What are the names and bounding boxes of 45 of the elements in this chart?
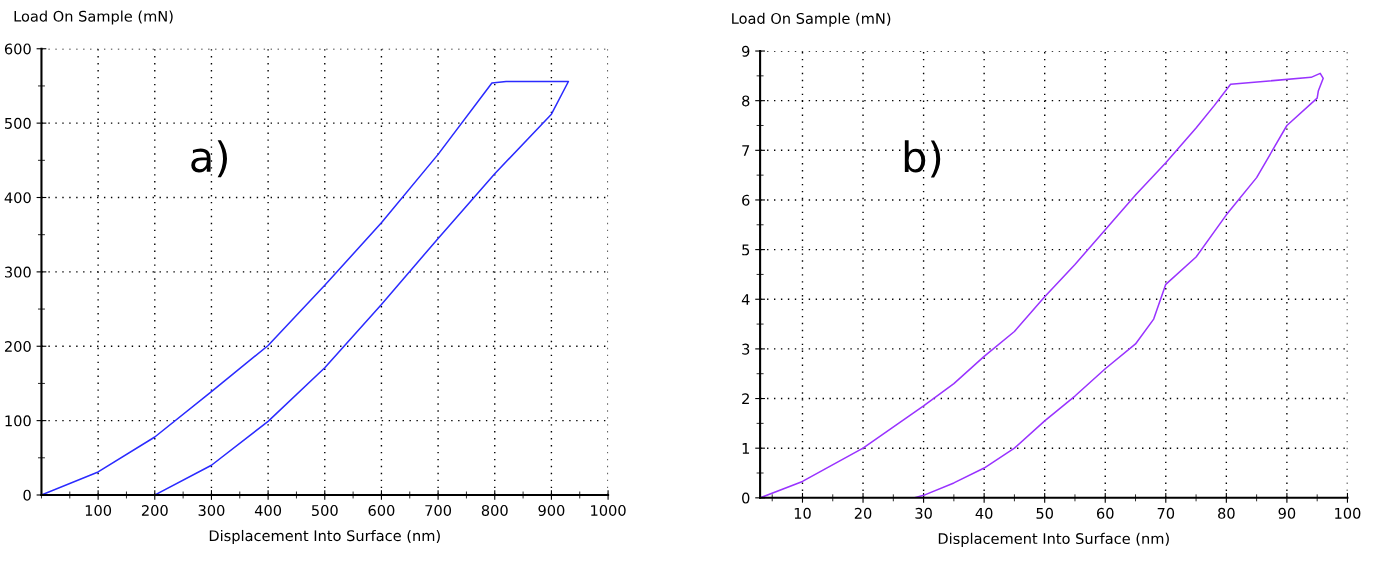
x-tick-label: 20 bbox=[854, 507, 872, 519]
x-tick-label: 900 bbox=[538, 504, 565, 516]
line-series bbox=[760, 72, 1324, 498]
x-tick-label: 200 bbox=[141, 504, 168, 516]
x-tick-label: 600 bbox=[368, 504, 395, 516]
x-tick-label: 100 bbox=[85, 504, 112, 516]
x-tick-label: 80 bbox=[1218, 507, 1235, 519]
x-tick-label: 90 bbox=[1278, 507, 1296, 519]
x-tick-label: 300 bbox=[198, 504, 225, 516]
y-axis-title: Load On Sample (mN) bbox=[14, 10, 173, 25]
y-tick-label: 600 bbox=[4, 43, 31, 55]
y-tick-label: 0 bbox=[742, 492, 750, 504]
x-tick-label: 1000 bbox=[591, 504, 626, 516]
x-tick-label: 70 bbox=[1157, 507, 1175, 519]
y-tick-label: 4 bbox=[741, 294, 750, 305]
x-tick-label: 100 bbox=[1335, 507, 1361, 519]
y-tick-label: 6 bbox=[742, 194, 750, 206]
annotation: b) bbox=[904, 140, 941, 178]
y-tick-label: 300 bbox=[5, 266, 31, 278]
y-tick-label: 9 bbox=[742, 45, 750, 57]
y-tick-label: 400 bbox=[4, 192, 31, 204]
y-axis-title: Load On Sample (mN) bbox=[732, 12, 891, 27]
x-tick-label: 10 bbox=[794, 507, 811, 519]
y-tick-label: 0 bbox=[23, 489, 31, 501]
x-axis-title: Displacement Into Surface (nm) bbox=[209, 529, 440, 545]
y-tick-label: 5 bbox=[742, 244, 750, 256]
y-tick-label: 8 bbox=[742, 95, 750, 107]
y-tick-label: 200 bbox=[4, 340, 31, 352]
x-tick-label: 60 bbox=[1096, 507, 1114, 519]
y-tick-label: 3 bbox=[742, 343, 750, 355]
x-tick-label: 500 bbox=[311, 504, 338, 516]
y-tick-label: 7 bbox=[742, 145, 750, 156]
x-tick-label: 400 bbox=[254, 504, 282, 516]
line-series bbox=[41, 80, 570, 495]
y-tick-label: 2 bbox=[742, 393, 749, 405]
annotation: a) bbox=[191, 140, 227, 178]
y-tick-label: 500 bbox=[5, 117, 31, 129]
x-tick-label: 50 bbox=[1036, 507, 1053, 519]
x-tick-label: 700 bbox=[425, 504, 452, 516]
y-tick-label: 100 bbox=[5, 415, 31, 427]
x-tick-label: 800 bbox=[481, 504, 508, 516]
x-axis-title: Displacement Into Surface (nm) bbox=[938, 532, 1169, 547]
x-tick-label: 30 bbox=[915, 507, 932, 519]
x-tick-label: 40 bbox=[975, 507, 993, 519]
y-tick-label: 1 bbox=[742, 443, 750, 454]
